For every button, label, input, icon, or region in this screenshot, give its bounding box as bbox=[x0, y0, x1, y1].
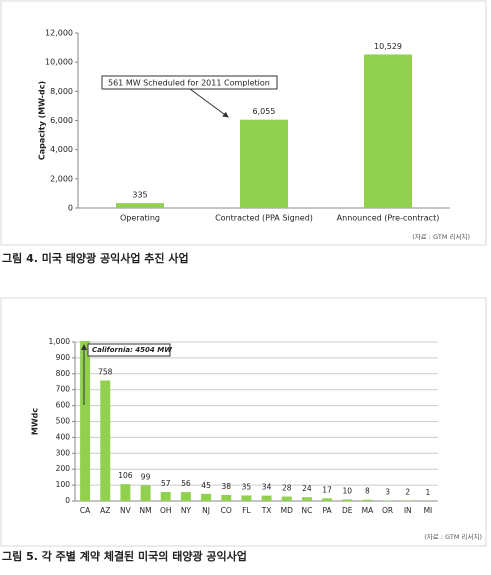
x-tick-label: TX bbox=[261, 506, 272, 515]
y-tick-label: 1,000 bbox=[49, 337, 71, 346]
x-tick-label: OH bbox=[160, 506, 172, 515]
data-label: 3 bbox=[385, 488, 390, 497]
y-tick-label: 700 bbox=[56, 385, 71, 394]
y-tick-label: 900 bbox=[56, 353, 71, 362]
y-tick-label: 12,000 bbox=[45, 29, 73, 38]
data-label: 34 bbox=[262, 483, 272, 492]
y-tick-label: 300 bbox=[56, 448, 71, 457]
x-tick-label: Announced (Pre-contract) bbox=[337, 214, 440, 223]
x-tick-label: DE bbox=[342, 506, 353, 515]
y-tick-label: 2,000 bbox=[50, 174, 73, 183]
bar bbox=[80, 0, 90, 501]
data-label: 17 bbox=[322, 485, 332, 494]
data-label: 24 bbox=[302, 484, 312, 493]
y-tick-label: 0 bbox=[68, 204, 73, 213]
x-tick-label: NC bbox=[301, 506, 312, 515]
y-tick-label: 10,000 bbox=[45, 58, 73, 67]
x-tick-label: NY bbox=[181, 506, 192, 515]
y-tick-label: 500 bbox=[56, 417, 71, 426]
data-label: 2 bbox=[405, 488, 410, 497]
data-label: 10,529 bbox=[374, 42, 402, 51]
y-tick-label: 400 bbox=[56, 432, 71, 441]
y-axis-label: Capacity (MW-dc) bbox=[38, 81, 47, 160]
bar bbox=[364, 54, 412, 208]
bar bbox=[240, 120, 288, 208]
x-tick-label: FL bbox=[242, 506, 251, 515]
x-tick-label: IN bbox=[404, 506, 412, 515]
bar bbox=[100, 380, 110, 501]
y-tick-label: 0 bbox=[65, 496, 70, 505]
x-tick-label: MI bbox=[424, 506, 433, 515]
x-tick-label: CA bbox=[80, 506, 91, 515]
data-label: 6,055 bbox=[253, 107, 276, 116]
x-tick-label: MD bbox=[281, 506, 293, 515]
data-label: 10 bbox=[342, 486, 352, 495]
x-tick-label: PA bbox=[322, 506, 332, 515]
y-tick-label: 200 bbox=[56, 464, 71, 473]
y-tick-label: 6,000 bbox=[50, 116, 73, 125]
source: (자료 : GTM 리서치) bbox=[412, 232, 470, 241]
data-label: 45 bbox=[201, 481, 211, 490]
data-label: 57 bbox=[161, 479, 171, 488]
data-label: 38 bbox=[221, 482, 231, 491]
y-tick-label: 800 bbox=[56, 369, 71, 378]
bar bbox=[362, 500, 372, 501]
y-axis-label: MWdc bbox=[31, 408, 40, 436]
bar bbox=[262, 496, 272, 501]
bar bbox=[322, 498, 332, 501]
y-tick-label: 4,000 bbox=[50, 145, 73, 154]
data-label: 8 bbox=[365, 487, 370, 496]
bar bbox=[201, 494, 211, 501]
data-label: 106 bbox=[118, 471, 133, 480]
bar bbox=[116, 203, 164, 208]
x-tick-label: Operating bbox=[120, 214, 160, 223]
x-tick-label: CO bbox=[221, 506, 232, 515]
x-tick-label: AZ bbox=[100, 506, 110, 515]
bar bbox=[161, 492, 171, 501]
y-tick-label: 8,000 bbox=[50, 87, 73, 96]
bar bbox=[141, 485, 151, 501]
bar bbox=[241, 495, 251, 501]
arrow bbox=[190, 89, 228, 117]
y-tick-label: 100 bbox=[56, 480, 71, 489]
data-label: 28 bbox=[282, 484, 292, 493]
y-tick-label: 600 bbox=[56, 401, 71, 410]
caption: 그림 5. 각 주별 계약 체결된 미국의 태양광 공익사업 bbox=[2, 549, 247, 563]
source: (자료 : GTM 리서치) bbox=[424, 532, 482, 541]
data-label: 56 bbox=[181, 479, 191, 488]
bar bbox=[120, 484, 130, 501]
bar bbox=[221, 495, 231, 501]
data-label: 758 bbox=[98, 367, 113, 376]
annotation: California: 4504 MW bbox=[92, 346, 172, 354]
x-tick-label: Contracted (PPA Signed) bbox=[215, 214, 313, 223]
x-tick-label: NV bbox=[120, 506, 132, 515]
x-tick-label: MA bbox=[362, 506, 374, 515]
data-label: 35 bbox=[242, 482, 252, 491]
x-tick-label: NJ bbox=[202, 506, 210, 515]
bar bbox=[302, 497, 312, 501]
annotation: 561 MW Scheduled for 2011 Completion bbox=[108, 79, 270, 88]
x-tick-label: OR bbox=[382, 506, 393, 515]
caption: 그림 4. 미국 태양광 공익사업 추진 사업 bbox=[2, 251, 189, 265]
annotation-1: 561 MW Scheduled for 2011 Completion bbox=[102, 76, 277, 117]
bar bbox=[181, 492, 191, 501]
data-label: 1 bbox=[426, 488, 431, 497]
data-label: 99 bbox=[141, 472, 151, 481]
bar bbox=[342, 499, 352, 501]
x-tick-label: NM bbox=[140, 506, 152, 515]
data-label: 335 bbox=[132, 191, 147, 200]
bar bbox=[282, 497, 292, 501]
